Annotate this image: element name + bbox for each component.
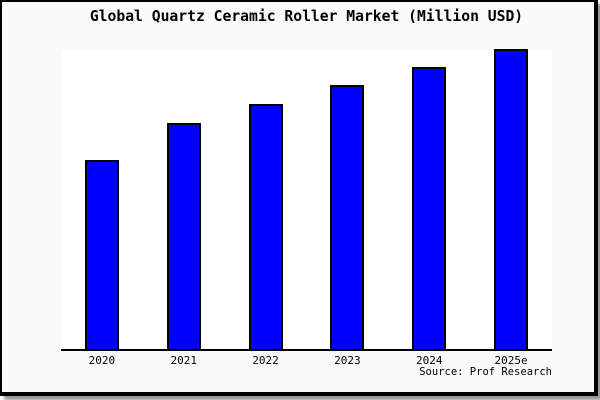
x-tick-label-2022: 2022	[252, 354, 279, 367]
bar-2025e	[494, 49, 529, 349]
bar-2020	[84, 160, 119, 349]
x-tick-label-2024: 2024	[415, 354, 443, 367]
plot-area	[61, 49, 552, 351]
x-tick-label-2025e: 2025e	[494, 354, 528, 367]
bar-2022	[248, 104, 283, 349]
bar-2024	[412, 67, 447, 349]
chart-title: Global Quartz Ceramic Roller Market (Mil…	[89, 8, 524, 25]
bar-2021	[166, 123, 201, 349]
x-tick-label-2020: 2020	[88, 354, 116, 367]
bar-2023	[330, 85, 365, 349]
source-note: Source: Prof Research	[419, 366, 552, 378]
x-tick-label-2021: 2021	[170, 354, 197, 367]
x-tick-label-2023: 2023	[334, 354, 361, 367]
